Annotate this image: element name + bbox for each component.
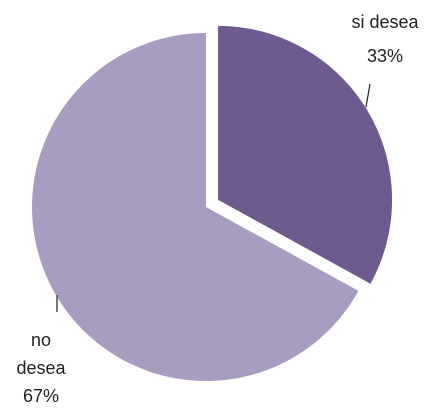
slice-label: no desea bbox=[16, 330, 66, 378]
leader-line bbox=[365, 83, 371, 108]
pie-slice bbox=[31, 33, 359, 381]
slice-value-label: 33% bbox=[366, 46, 404, 66]
slice-label: si desea bbox=[351, 12, 419, 32]
slice-value-label: 67% bbox=[22, 386, 60, 406]
pie-slice bbox=[218, 25, 393, 284]
